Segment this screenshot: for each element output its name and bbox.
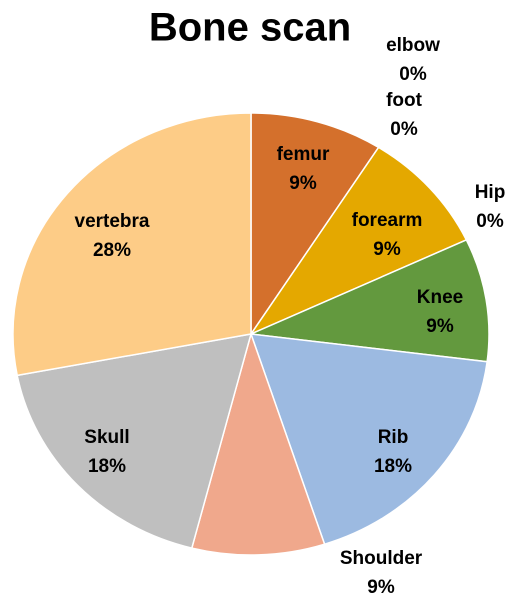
slice-label: Knee: [417, 287, 463, 308]
slice-value-label: 9%: [373, 239, 401, 260]
slice-value-label: 9%: [426, 316, 454, 337]
pie-slice: [248, 238, 490, 363]
slice-label: forearm: [352, 210, 423, 231]
pie-slice: [248, 146, 468, 336]
slice-value-label: 9%: [367, 577, 395, 598]
pie-slice: [250, 112, 380, 337]
pie-slice: [12, 112, 252, 377]
slice-value-label: 0%: [476, 211, 504, 232]
chart-title: Bone scan: [149, 6, 351, 50]
slice-label: foot: [386, 90, 423, 111]
pie-slice: [249, 333, 488, 546]
slice-label: Hip: [475, 182, 506, 203]
slice-value-label: 18%: [88, 456, 126, 477]
slice-value-label: 28%: [93, 240, 131, 261]
slice-label: elbow: [386, 35, 440, 56]
slice-value-label: 9%: [289, 173, 317, 194]
pie-slice: [190, 331, 326, 556]
slice-label: Shoulder: [340, 548, 423, 569]
slice-value-label: 0%: [399, 64, 427, 85]
slice-label: femur: [277, 144, 330, 165]
slice-value-label: 0%: [390, 119, 418, 140]
pie-slice: [16, 333, 253, 549]
slice-label: Rib: [378, 427, 409, 448]
slice-label: Skull: [84, 427, 129, 448]
slice-label: vertebra: [75, 211, 150, 232]
slice-value-label: 18%: [374, 456, 412, 477]
